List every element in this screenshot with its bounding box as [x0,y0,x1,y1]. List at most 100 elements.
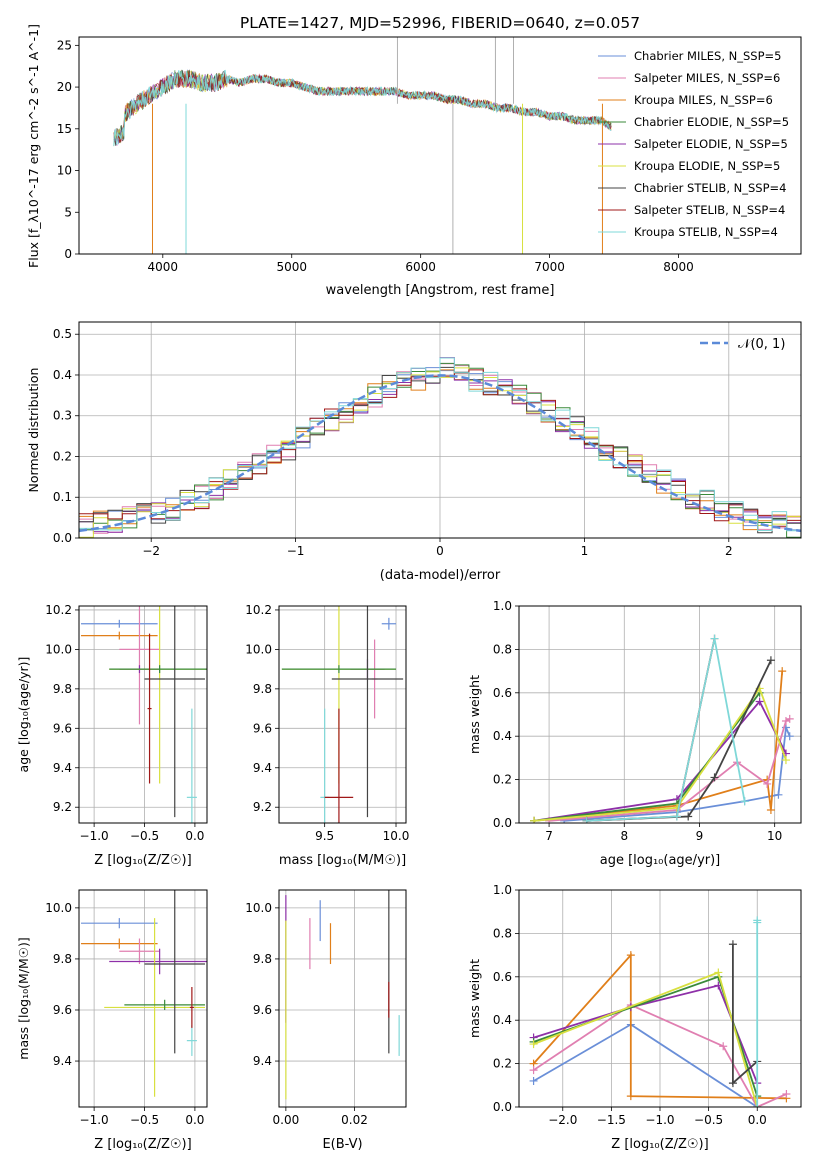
y-tick-label: 0.2 [493,773,512,787]
y-tick-label: 0.2 [53,449,72,463]
legend-entry: Chabrier STELIB, N_SSP=4 [634,181,786,195]
y-tick-label: 0.4 [493,729,512,743]
weight-series-1 [532,952,787,1100]
y-tick-label: 9.8 [253,682,272,696]
y-tick-label: 1.0 [493,883,512,897]
errorbars [281,606,404,823]
panel-2 [75,606,207,827]
spectrum-series-8 [113,69,612,146]
y-axis-label: Normed distribution [26,368,41,493]
y-tick-label: 9.2 [53,800,72,814]
errorbars [81,606,207,823]
x-tick-label: −0.5 [130,829,159,843]
y-tick-label: 10.0 [45,901,72,915]
x-tick-label: 0.00 [273,1113,300,1127]
x-axis-label: Z [log₁₀(Z/Z☉)] [94,853,191,868]
normal-curve [79,374,801,533]
weight-series-4 [533,692,761,822]
panel-0 [75,44,679,258]
weight-lines [530,634,794,823]
panel-3 [275,606,406,827]
weight-series-4 [533,975,759,1097]
weight-marker [529,1040,538,1049]
chart-title: PLATE=1427, MJD=52996, FIBERID=0640, z=0… [240,14,640,32]
y-tick-label: 10.2 [45,603,72,617]
y-tick-label: 0.0 [53,531,72,545]
weight-series-8 [586,638,746,822]
weight-series-5 [533,971,759,1107]
x-axis-label: (data-model)/error [380,568,501,583]
x-axis-label: Z [log₁₀(Z/Z☉)] [94,1137,191,1152]
x-tick-label: 7000 [534,260,565,274]
weight-marker [728,1079,737,1088]
weight-series-5 [533,686,787,822]
x-tick-label: −1.0 [80,1113,109,1127]
legend-entry: Kroupa STELIB, N_SSP=4 [634,225,778,239]
x-tick-label: −1.0 [80,829,109,843]
y-tick-label: 25 [57,38,72,52]
legend-entry: Chabrier ELODIE, N_SSP=5 [634,115,789,129]
weight-marker [672,812,681,821]
weight-marker [753,916,762,925]
y-axis-label: age [log₁₀(age/yr)] [16,657,31,773]
y-tick-label: 10.0 [245,901,272,915]
weight-marker [785,714,794,723]
y-axis-label: mass weight [467,675,482,754]
x-tick-label: 8 [620,829,628,843]
weight-marker [626,1092,635,1101]
weight-marker [530,816,539,823]
axes-frame [78,36,802,255]
weight-marker [766,805,775,814]
x-tick-label: −2 [142,544,160,558]
weight-series-0 [564,724,791,822]
spectrum-lines [113,37,612,254]
weight-marker [766,656,775,665]
weight-marker [781,756,790,765]
y-tick-label: 20 [57,80,72,94]
y-tick-label: 0.4 [493,1013,512,1027]
y-tick-label: 0.8 [493,642,512,656]
y-tick-label: 15 [57,122,72,136]
weight-marker [529,1076,538,1085]
weight-marker [774,790,783,799]
x-tick-label: 0.0 [748,1113,767,1127]
y-tick-label: 0 [64,247,72,261]
axes-frame [518,605,802,824]
legend-entry: Kroupa ELODIE, N_SSP=5 [634,159,780,173]
y-tick-label: 9.4 [53,1054,72,1068]
x-tick-label: 9 [696,829,704,843]
x-tick-label: 0 [436,544,444,558]
axes-frame [518,889,802,1108]
y-tick-label: 9.8 [53,682,72,696]
weight-series-3 [533,699,787,822]
x-tick-label: −1.5 [597,1113,626,1127]
x-tick-label: −0.5 [130,1113,159,1127]
y-tick-label: 0.3 [53,409,72,423]
axes-frame [78,321,802,539]
x-tick-label: 9.5 [315,829,334,843]
weight-marker [782,1089,791,1098]
y-tick-label: 1.0 [493,599,512,613]
weight-marker [785,732,794,741]
y-tick-label: 10 [57,164,72,178]
x-axis-label: E(B-V) [322,1137,362,1152]
y-tick-label: 9.6 [53,1003,72,1017]
weight-marker [753,1103,762,1107]
weight-marker [582,816,591,823]
y-tick-label: 0.5 [53,327,72,341]
y-tick-label: 9.6 [253,1003,272,1017]
x-tick-label: −0.5 [694,1113,723,1127]
legend-entry: 𝒩(0, 1) [738,337,785,352]
panel-6 [275,890,406,1111]
axes-frame [78,889,208,1108]
y-tick-label: 9.6 [253,721,272,735]
legend-entry: Salpeter STELIB, N_SSP=4 [634,203,785,217]
y-tick-label: 9.2 [253,800,272,814]
axes-frame [278,605,407,824]
x-tick-label: 1 [581,544,589,558]
x-tick-label: 2 [725,544,733,558]
errorbars [285,890,400,1100]
x-axis-label: Z [log₁₀(Z/Z☉)] [611,1137,708,1152]
y-tick-label: 0.6 [493,970,512,984]
legend-entry: Kroupa MILES, N_SSP=6 [634,93,773,107]
